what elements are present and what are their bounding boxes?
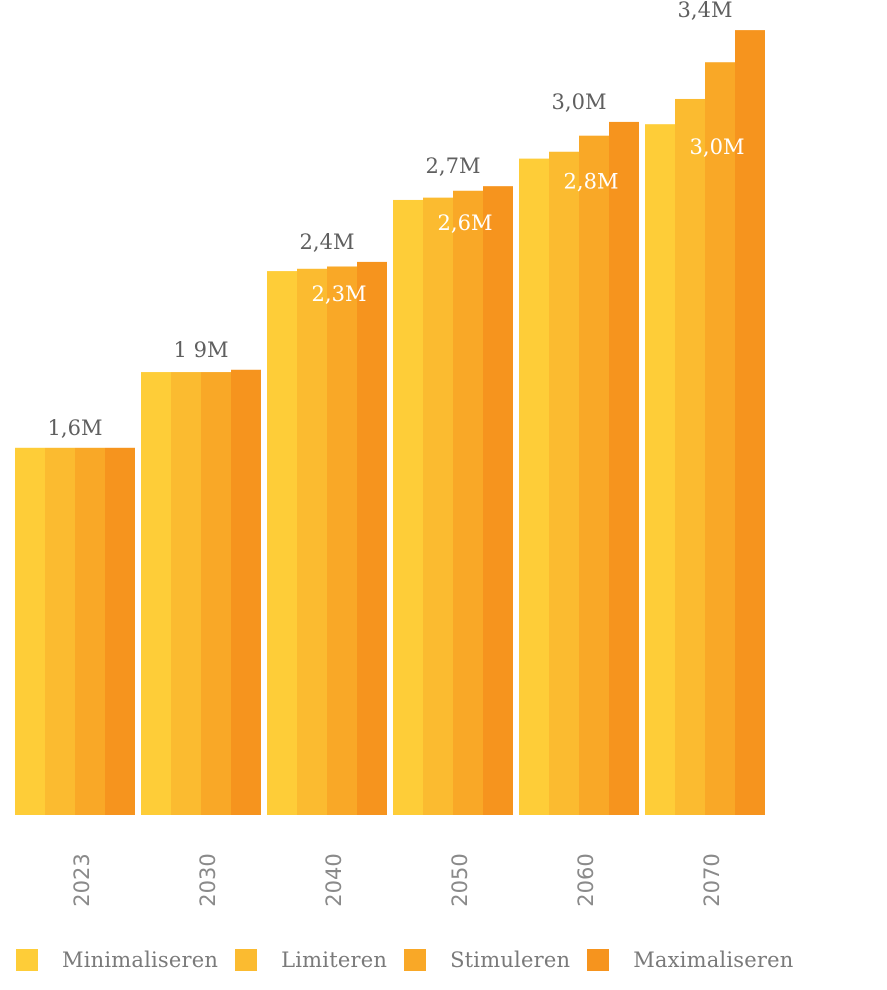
x-tick-label-2060: 2060 [574,853,598,906]
top-value-label: 2,4M [300,230,355,254]
bar-minimaliseren-2070 [645,124,675,815]
bar-maximaliseren-2070 [735,30,765,816]
legend-item-limiteren: Limiteren [235,948,387,972]
legend-swatch [16,949,38,971]
bar-maximaliseren-2030 [231,369,261,815]
legend-swatch [404,949,427,971]
inner-value-label: 3,0M [690,135,745,159]
legend-item-stimuleren: Stimuleren [404,948,570,972]
bar-stimuleren-2070 [705,62,735,816]
inner-value-label: 2,8M [564,170,619,194]
bar-limiteren-2023 [45,447,75,815]
x-tick-label-2030: 2030 [196,853,220,906]
x-axis-tick-labels: 2023 2030 2040 2050 2060 2070 [70,853,724,906]
bar-chart: 1,6M 1 9M 2,4M 2,3M 2,7M 2,6M 3,0M 2,8M 3,4M 3,0M… [15,0,765,907]
bar-stimuleren-2060 [579,135,609,815]
x-tick-label-2040: 2040 [322,853,346,906]
legend-label: Limiteren [281,948,388,972]
top-value-label: 1,6M [48,416,103,440]
bar-stimuleren-2050 [453,190,483,815]
bar-minimaliseren-2023 [15,447,45,815]
legend-label: Stimuleren [450,948,571,972]
bar-maximaliseren-2060 [609,121,639,815]
bar-limiteren-2060 [549,151,579,815]
bar-maximaliseren-2050 [483,186,513,816]
bar-minimaliseren-2040 [267,271,297,816]
bar-limiteren-2030 [171,372,201,815]
legend-item-minimaliseren: Minimaliseren [16,948,218,972]
legend: Minimaliseren Limiteren Stimuleren Maxim… [16,948,793,972]
bar-limiteren-2050 [423,197,453,815]
x-tick-label-2050: 2050 [448,853,472,906]
x-tick-label-2023: 2023 [70,853,94,906]
top-value-label: 3,0M [552,90,607,114]
inner-value-label: 2,3M [312,282,367,306]
inner-value-label: 2,6M [438,211,493,235]
x-tick-label-2070: 2070 [700,853,724,906]
top-value-label: 2,7M [426,154,481,178]
top-value-label: 3,4M [678,0,733,22]
bar-stimuleren-2023 [75,447,105,815]
bar-stimuleren-2040 [327,266,357,815]
bar-maximaliseren-2023 [105,447,135,815]
bar-limiteren-2040 [297,268,327,815]
legend-label: Maximaliseren [633,948,794,972]
labels-layer: 1,6M 1 9M 2,4M 2,3M 2,7M 2,6M 3,0M 2,8M 3,4M 3,0M [48,0,745,440]
legend-swatch [587,949,610,971]
bar-minimaliseren-2050 [393,199,423,815]
bars-layer [15,30,765,816]
legend-label: Minimaliseren [62,948,219,972]
bar-minimaliseren-2060 [519,158,549,815]
bar-minimaliseren-2030 [141,372,171,815]
legend-swatch [235,949,258,971]
bar-stimuleren-2030 [201,372,231,815]
bar-maximaliseren-2040 [357,261,387,815]
top-value-label: 1 9M [174,338,229,362]
bar-limiteren-2070 [675,98,705,815]
legend-item-maximaliseren: Maximaliseren [587,948,793,972]
